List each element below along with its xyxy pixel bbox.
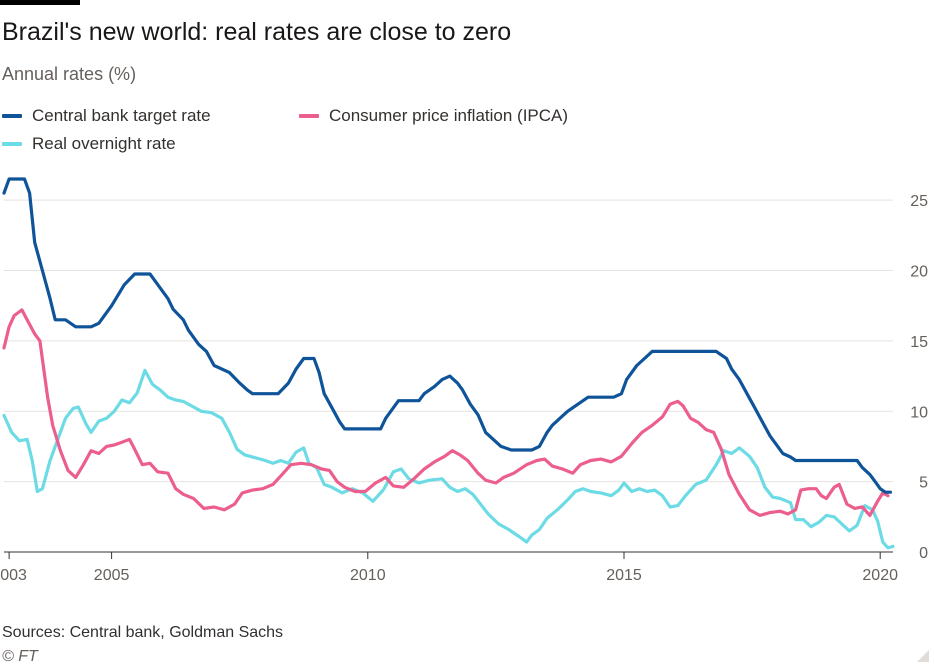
legend-label-target: Central bank target rate xyxy=(32,106,211,125)
legend-swatch-real xyxy=(2,142,22,146)
line-chart: 0 5 10 15 20 25 2003 2005 2010 2015 2020 xyxy=(0,177,928,584)
x-tick-label-2005: 2005 xyxy=(94,567,130,584)
series-line-ipca xyxy=(2,308,890,517)
y-tick-label-15: 15 xyxy=(910,334,928,351)
ft-credit: © FT xyxy=(2,648,38,665)
series-line-central-bank-target-rate xyxy=(2,177,892,494)
source-note: Sources: Central bank, Goldman Sachs xyxy=(2,624,284,641)
resize-corner xyxy=(917,650,929,662)
legend-label-ipca: Consumer price inflation (IPCA) xyxy=(329,106,569,125)
series-line-real-overnight-rate xyxy=(2,368,895,550)
x-tick-label-2003: 2003 xyxy=(0,567,27,584)
legend-swatch-target xyxy=(2,114,22,118)
legend-item-target: Central bank target rate xyxy=(2,106,211,126)
y-tick-label-25: 25 xyxy=(910,193,928,210)
legend-item-ipca: Consumer price inflation (IPCA) xyxy=(299,106,568,126)
chart-title: Brazil's new world: real rates are close… xyxy=(2,18,512,46)
brand-bar xyxy=(0,0,80,5)
y-tick-label-20: 20 xyxy=(910,264,928,281)
x-tick-label-2010: 2010 xyxy=(350,567,386,584)
legend-label-real: Real overnight rate xyxy=(32,134,176,153)
legend-item-real: Real overnight rate xyxy=(2,134,176,154)
chart-subtitle: Annual rates (%) xyxy=(2,64,137,84)
legend-swatch-ipca xyxy=(299,114,319,118)
x-tick-label-2015: 2015 xyxy=(606,567,642,584)
y-tick-label-10: 10 xyxy=(910,404,928,421)
y-tick-label-5: 5 xyxy=(919,475,928,492)
x-tick-label-2020: 2020 xyxy=(862,567,898,584)
y-tick-label-0: 0 xyxy=(919,545,928,562)
